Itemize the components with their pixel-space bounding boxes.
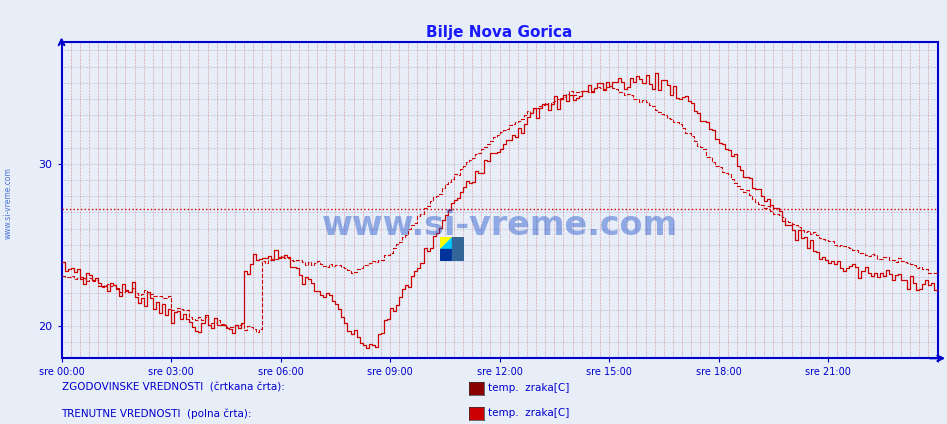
Text: ZGODOVINSKE VREDNOSTI  (črtkana črta):: ZGODOVINSKE VREDNOSTI (črtkana črta):	[62, 383, 284, 393]
Polygon shape	[453, 237, 464, 261]
Text: temp.  zraka[C]: temp. zraka[C]	[488, 408, 569, 418]
Title: Bilje Nova Gorica: Bilje Nova Gorica	[426, 25, 573, 40]
Polygon shape	[440, 237, 453, 249]
Polygon shape	[440, 237, 453, 249]
Text: TRENUTNE VREDNOSTI  (polna črta):: TRENUTNE VREDNOSTI (polna črta):	[62, 408, 252, 418]
Text: temp.  zraka[C]: temp. zraka[C]	[488, 383, 569, 393]
Polygon shape	[440, 249, 453, 261]
Text: www.si-vreme.com: www.si-vreme.com	[4, 167, 13, 240]
Text: www.si-vreme.com: www.si-vreme.com	[321, 209, 678, 242]
